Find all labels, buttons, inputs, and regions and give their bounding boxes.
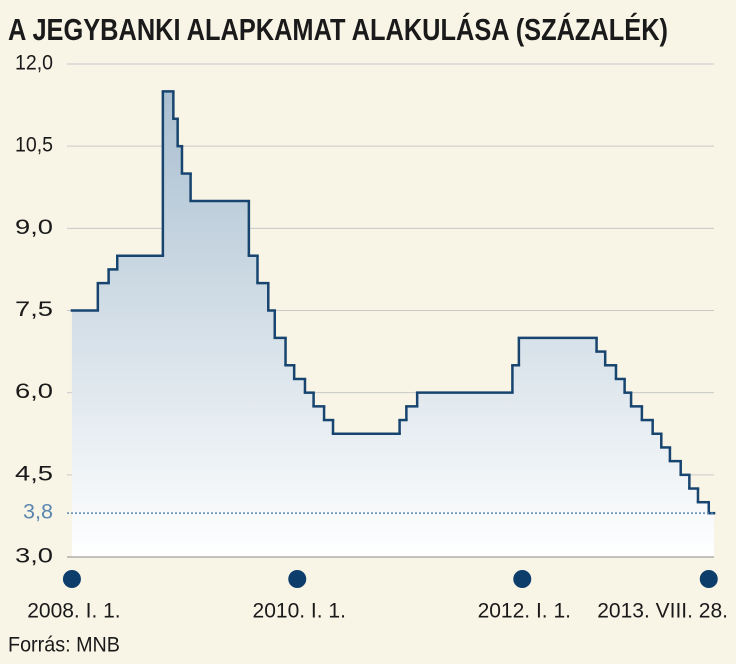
x-tick-dot (513, 570, 532, 588)
x-tick-dot (699, 570, 718, 588)
y-tick-label: 10,5 (15, 134, 53, 157)
y-tick-label: 9,0 (15, 216, 53, 239)
y-tick-label: 6,0 (15, 380, 53, 403)
x-tick-dot (62, 570, 81, 588)
x-tick-dot (288, 570, 307, 588)
chart-title: A JEGYBANKI ALAPKAMAT ALAKULÁSA (SZÁZALÉ… (8, 12, 668, 47)
y-tick-label: 3,0 (15, 545, 53, 568)
source: Forrás: MNB (8, 634, 120, 657)
x-tick-label: 2010. I. 1. (253, 600, 346, 623)
x-tick-label: 2008. I. 1. (27, 600, 120, 623)
y-tick-label: 12,0 (15, 52, 53, 75)
reference-label: 3,8 (23, 501, 53, 524)
x-tick-label: 2012. I. 1. (478, 600, 571, 623)
area (71, 91, 714, 557)
y-tick-label: 4,5 (15, 462, 53, 485)
y-tick-label: 7,5 (15, 298, 53, 321)
x-tick-label: 2013. VIII. 28. (597, 600, 728, 623)
